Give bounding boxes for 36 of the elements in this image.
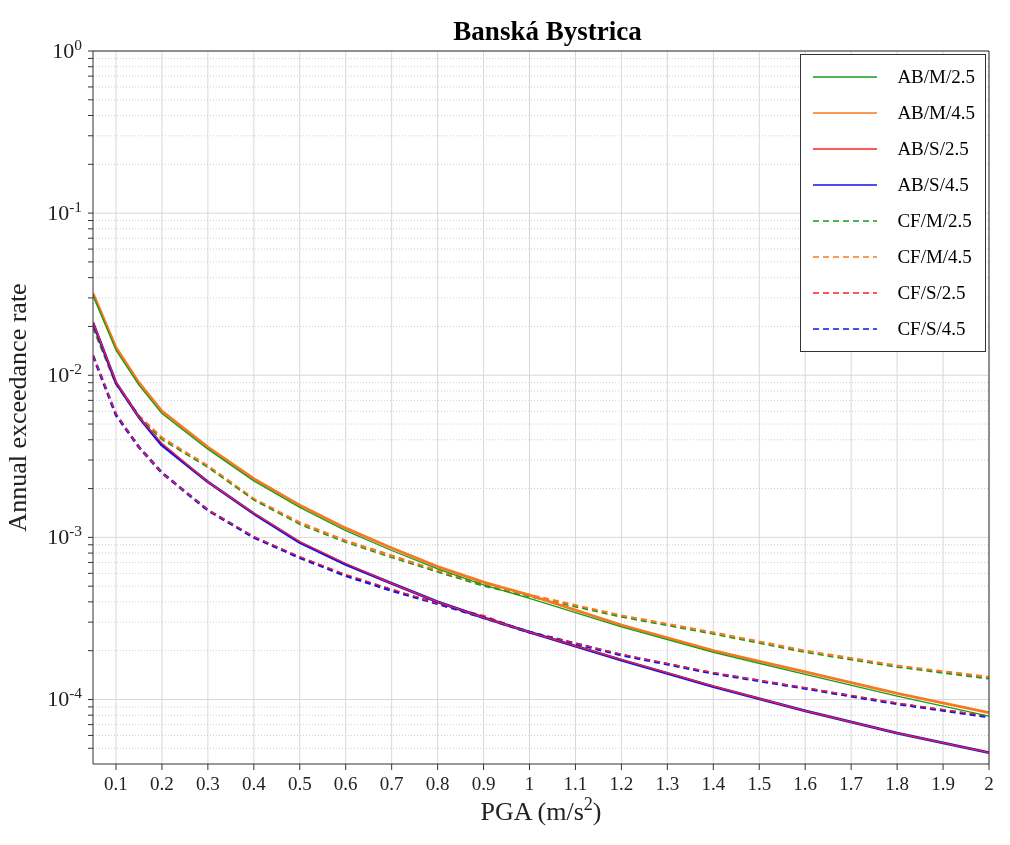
legend-label: CF/M/2.5	[897, 210, 972, 232]
legend-label: AB/M/2.5	[897, 66, 975, 88]
x-tick-label: 0.8	[425, 773, 450, 794]
x-tick-label: 1.4	[701, 773, 726, 794]
x-tick-label: 0.3	[196, 773, 220, 794]
legend-label: AB/S/4.5	[897, 174, 969, 196]
x-tick-label: 0.6	[333, 773, 358, 794]
x-tick-label: 2	[984, 773, 994, 794]
legend-label: AB/S/2.5	[897, 138, 969, 160]
x-tick-label: 1.1	[563, 773, 588, 794]
legend-label: AB/M/4.5	[897, 102, 975, 124]
y-tick-label: 10$^{-4}$	[47, 683, 83, 712]
x-tick-label: 0.1	[104, 773, 128, 794]
chart-title: Banská Bystrica	[452, 16, 643, 47]
x-tick-label: 1.6	[793, 773, 818, 794]
legend-label: CF/M/4.5	[897, 246, 972, 268]
y-axis-title: Annual exceedance rate	[3, 283, 32, 532]
x-tick-label: 1.8	[885, 773, 909, 794]
x-tick-label: 1.5	[747, 773, 772, 794]
x-tick-label: 1	[524, 773, 535, 794]
x-tick-label: 0.9	[471, 773, 496, 794]
x-tick-label: 0.5	[287, 773, 312, 794]
x-tick-label: 0.4	[241, 773, 267, 794]
x-tick-label: 1.9	[931, 773, 955, 794]
x-tick-label: 1.3	[655, 773, 680, 794]
x-tick-label: 1.2	[609, 773, 634, 794]
x-tick-label: 0.2	[150, 773, 174, 794]
y-tick-label: 10$^{-3}$	[47, 521, 83, 550]
x-tick-label: 0.7	[379, 773, 404, 794]
y-tick-label: 10$^{0}$	[52, 35, 83, 63]
x-axis-title: PGA (m/s$^{2}$)	[480, 794, 602, 826]
y-tick-label: 10$^{-1}$	[47, 197, 82, 226]
legend-label: CF/S/4.5	[897, 318, 966, 340]
y-tick-label: 10$^{-2}$	[47, 359, 82, 388]
x-tick-label: 1.7	[839, 773, 864, 794]
legend-label: CF/S/2.5	[897, 282, 966, 304]
